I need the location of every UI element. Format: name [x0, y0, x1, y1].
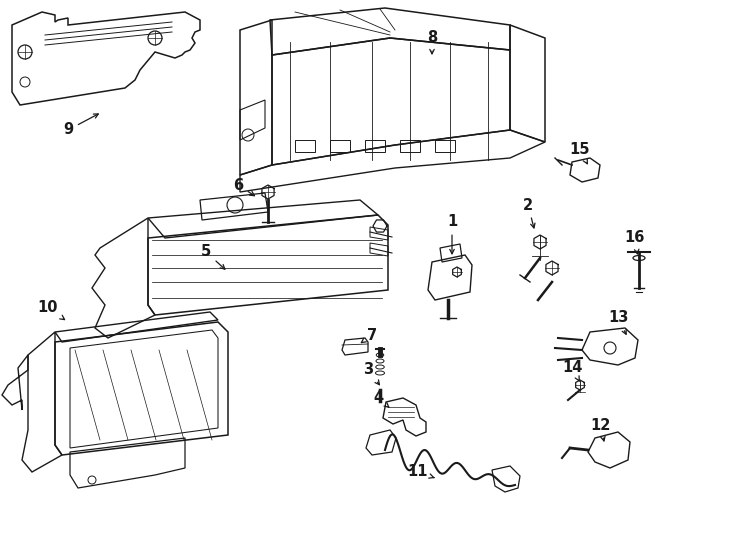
Text: 9: 9: [63, 114, 98, 138]
Bar: [365, 140, 385, 152]
Text: 3: 3: [363, 362, 379, 384]
Text: 15: 15: [570, 143, 590, 164]
Text: 16: 16: [625, 231, 645, 254]
Text: 7: 7: [361, 327, 377, 343]
Bar: [295, 140, 315, 152]
Text: 4: 4: [373, 390, 389, 407]
Text: 10: 10: [37, 300, 65, 320]
Text: 12: 12: [590, 417, 610, 441]
Text: 6: 6: [233, 178, 255, 195]
Bar: [400, 140, 420, 152]
Text: 13: 13: [608, 310, 628, 334]
Text: 1: 1: [447, 214, 457, 254]
Text: 11: 11: [408, 464, 434, 480]
Text: 2: 2: [523, 198, 535, 228]
Text: 8: 8: [427, 30, 437, 54]
Bar: [435, 140, 455, 152]
Bar: [330, 140, 350, 152]
Text: 5: 5: [201, 245, 225, 269]
Text: 14: 14: [562, 361, 582, 381]
